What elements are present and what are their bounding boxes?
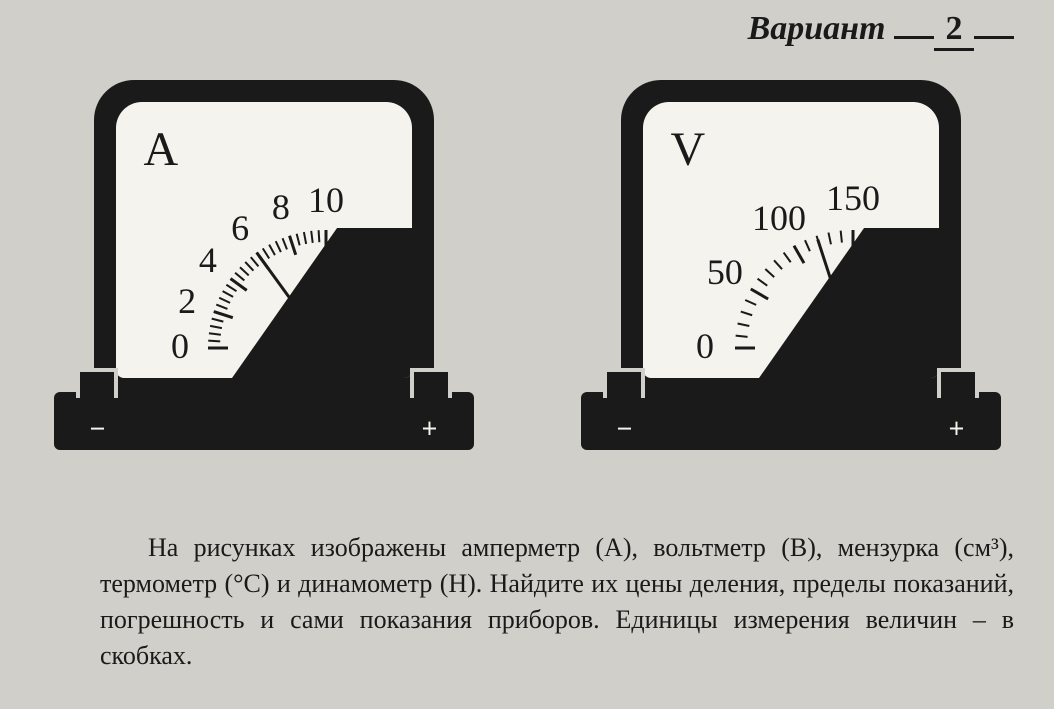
- svg-text:2: 2: [178, 281, 196, 321]
- svg-text:100: 100: [752, 198, 806, 238]
- svg-text:8: 8: [271, 187, 289, 227]
- ammeter-base: − +: [54, 392, 474, 450]
- svg-text:50: 50: [706, 252, 742, 292]
- variant-number: 2: [934, 10, 974, 51]
- voltmeter-terminal-plus: +: [949, 414, 965, 446]
- voltmeter-terminal-minus: −: [617, 414, 633, 446]
- voltmeter-body: 0 50100 150 V: [621, 80, 961, 400]
- voltmeter-face: 0 50100 150 V: [643, 102, 939, 378]
- voltmeter-base: − +: [581, 392, 1001, 450]
- ammeter-body: 0 2468 10 A: [94, 80, 434, 400]
- voltmeter: 0 50100 150 V − +: [581, 80, 1001, 450]
- voltmeter-unit: V: [671, 122, 706, 177]
- svg-text:150: 150: [826, 178, 880, 218]
- ammeter-terminal-plus: +: [422, 414, 438, 446]
- variant-blank-before: [894, 36, 934, 39]
- variant-blank-after: [974, 36, 1014, 39]
- meters-row: 0 2468 10 A − + 0 50100 150 V − +: [0, 80, 1054, 450]
- ammeter: 0 2468 10 A − +: [54, 80, 474, 450]
- svg-text:0: 0: [696, 326, 714, 366]
- svg-text:10: 10: [308, 180, 344, 220]
- svg-text:6: 6: [231, 208, 249, 248]
- task-paragraph: На рисунках изображены амперметр (A), во…: [100, 530, 1014, 674]
- svg-text:0: 0: [171, 326, 189, 366]
- ammeter-face: 0 2468 10 A: [116, 102, 412, 378]
- ammeter-unit: A: [144, 122, 179, 177]
- variant-label: Вариант: [748, 10, 886, 47]
- variant-header: Вариант 2: [748, 10, 1014, 51]
- svg-text:4: 4: [198, 240, 216, 280]
- ammeter-terminal-minus: −: [90, 414, 106, 446]
- task-text: На рисунках изображены амперметр (A), во…: [100, 530, 1014, 674]
